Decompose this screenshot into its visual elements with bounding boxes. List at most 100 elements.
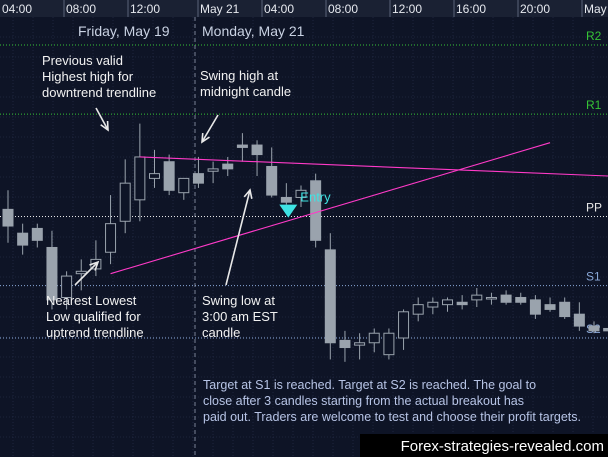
candle-body [442,299,453,306]
candle [105,195,117,265]
candle-body [75,270,87,275]
annotation-arrowhead [100,120,109,132]
annotation-line: uptrend trendline [46,325,144,340]
candle-body [603,327,608,332]
annotation-line: Nearest Lowest [46,293,137,308]
annotation-line: midnight candle [200,84,291,99]
candle-body [31,227,43,241]
candle [398,309,410,350]
candle-body [383,332,395,356]
candle-body [207,168,219,172]
time-tick-label: May 22 [584,2,608,16]
annotation-arrow [74,261,99,286]
candle-body [427,301,439,308]
candle [295,185,307,207]
annotation-text: Previous valid Highest high for downtrend … [42,53,156,100]
candle [17,223,29,255]
candle-body [295,189,307,198]
candle [192,156,204,188]
annotation-arrow [95,107,109,131]
candle [588,321,600,334]
candle [61,271,73,310]
candle [485,292,497,305]
time-tick-label: 16:00 [456,2,486,16]
candle [324,233,336,360]
candle [339,330,351,362]
candle-body [17,232,29,246]
candle-body [2,208,14,227]
candle-body [573,313,585,327]
candle [310,173,322,248]
candle-body [339,339,351,349]
annotation-arrow [201,114,219,143]
annotation-line: Highest high for [42,69,134,84]
candle-body [412,304,424,315]
candle-body [529,299,541,315]
candle [2,190,14,243]
candle [368,328,380,353]
candle-body [251,144,263,156]
candle-body [192,173,204,184]
pivot-label-pp: PP [586,201,602,215]
trendlines [110,142,608,275]
candle-body [354,342,366,346]
footer-note: Target at S1 is reached. Target at S2 is… [203,378,581,424]
candle-body [222,163,234,170]
candle [163,154,175,196]
trendline-downtrend [139,156,608,177]
pivot-label-r1: R1 [586,98,602,112]
candle-body [236,144,248,148]
annotations: Previous valid Highest high for downtrend … [42,53,291,340]
candle [442,297,453,312]
candle [354,333,366,360]
candle-body [134,156,146,201]
watermark-bg [360,434,608,457]
pivot-label-r2: R2 [586,29,602,43]
annotation-line: 3:00 am EST [202,309,278,324]
time-axis-bar [0,0,608,17]
day-label-monday: Monday, May 21 [202,23,305,39]
footer-note-line: close after 3 candles starting from the … [203,394,524,408]
annotation-text: Swing high at midnight candle [200,68,291,99]
candles [2,123,608,362]
annotation-line: downtrend trendline [42,85,156,100]
candle-body [588,325,600,332]
time-tick-label: 04:00 [2,2,32,16]
candle [544,297,556,312]
footer-note-line: Target at S1 is reached. Target at S2 is… [203,378,536,392]
candle [149,149,160,188]
annotation-arrow [225,189,251,286]
candle [515,292,527,305]
candle-body [456,301,468,306]
candle [207,161,219,184]
candle [119,159,131,234]
candle [427,297,439,315]
entry-marker [279,204,298,218]
annotation-line: Swing low at [202,293,275,308]
candle [31,223,43,248]
candle-body [471,294,483,301]
entry-marker-group: Entry [279,190,331,218]
candle-body [149,173,160,179]
candle-body [46,246,58,301]
watermark: Forex-strategies-revealed.com [401,438,604,455]
candle-body [280,196,292,203]
annotation-arrowhead [89,260,100,271]
footer-note-line: paid out. Traders are welcome to test an… [203,410,581,424]
candle [178,177,190,200]
candle-body [544,304,556,310]
time-tick-label: 08:00 [328,2,358,16]
time-tick-label: 04:00 [264,2,294,16]
candle-body [119,182,131,222]
candle-body [515,297,527,303]
candle [251,140,263,177]
annotation-line: Previous valid [42,53,123,68]
annotation-text: Nearest Lowest Low qualified for uptrend t… [46,293,144,340]
candle-body [178,177,190,194]
candle [383,328,395,360]
candle-body [324,249,336,344]
candle-body [163,161,175,191]
pivot-label-s1: S1 [586,270,601,284]
